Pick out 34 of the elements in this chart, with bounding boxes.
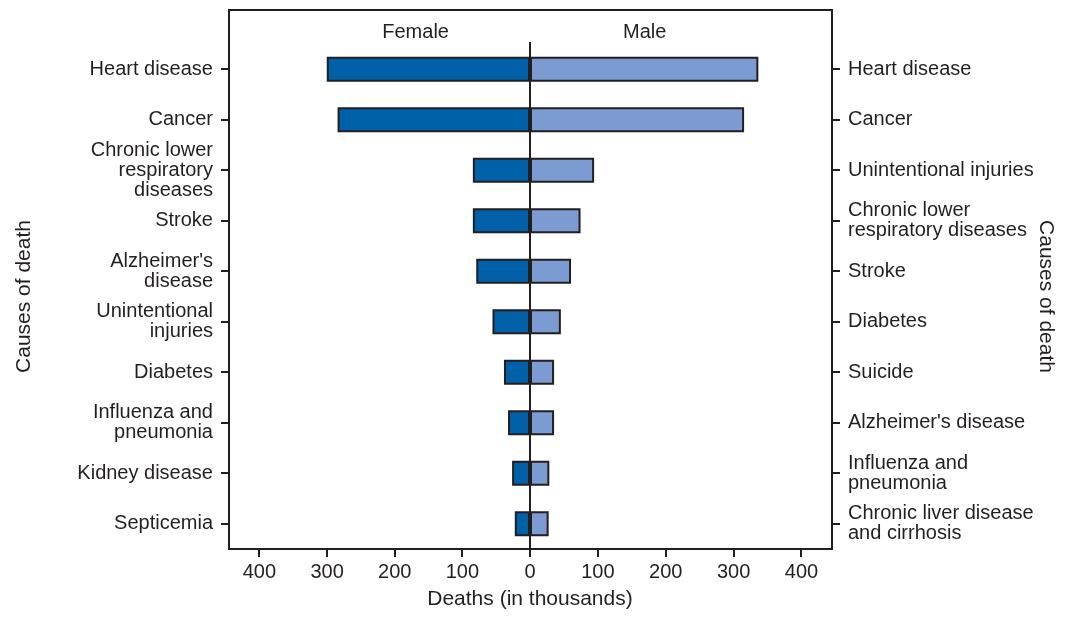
y-tick-label: Heart disease: [848, 56, 972, 79]
x-axis-title: Deaths (in thousands): [426, 586, 634, 610]
y-tick-label: Stroke: [155, 208, 213, 231]
y-tick-label: Diabetes: [134, 359, 213, 382]
x-tick-label: 100: [581, 559, 615, 582]
y-tick-label: Cancer: [148, 107, 214, 130]
x-tick-label: 400: [242, 559, 277, 582]
y-axis-title: Causes of death: [1035, 220, 1059, 373]
chart-title: Female: [382, 19, 449, 42]
x-tick-label: 300: [310, 559, 344, 582]
y-tick-label: Chronic lower respiratory diseases: [848, 198, 1027, 241]
y-tick-label: Chronic liver disease and cirrhosis: [848, 501, 1034, 544]
x-tick-label: 200: [649, 559, 683, 582]
y-tick-label: Cancer: [848, 107, 913, 130]
x-tick-label: 200: [378, 559, 412, 582]
y-axis-title: Causes of death: [11, 220, 35, 373]
y-tick-label: Heart disease: [89, 56, 213, 79]
x-tick-label: 0: [524, 559, 536, 582]
y-tick-label: Alzheimer's disease: [848, 410, 1026, 433]
x-tick-label: 300: [716, 559, 751, 582]
y-tick-label: Alzheimer's disease: [110, 248, 213, 291]
y-tick-label: Suicide: [848, 359, 914, 382]
y-tick-label: Diabetes: [848, 309, 927, 332]
y-tick-label: Influenza and pneumonia: [92, 400, 214, 443]
chart-title: Male: [623, 19, 667, 42]
y-tick-label: Kidney disease: [77, 460, 213, 483]
y-tick-label: Unintentional injuries: [96, 299, 213, 342]
x-tick-label: 100: [445, 559, 480, 582]
y-tick-label: Stroke: [848, 258, 906, 281]
y-tick-label: Unintentional injuries: [848, 157, 1034, 180]
y-tick-label: Chronic lower respiratory diseases: [90, 137, 214, 200]
y-tick-label: Septicemia: [114, 511, 214, 534]
x-tick-label: 400: [784, 559, 819, 582]
y-tick-label: Influenza and pneumonia: [848, 450, 969, 493]
